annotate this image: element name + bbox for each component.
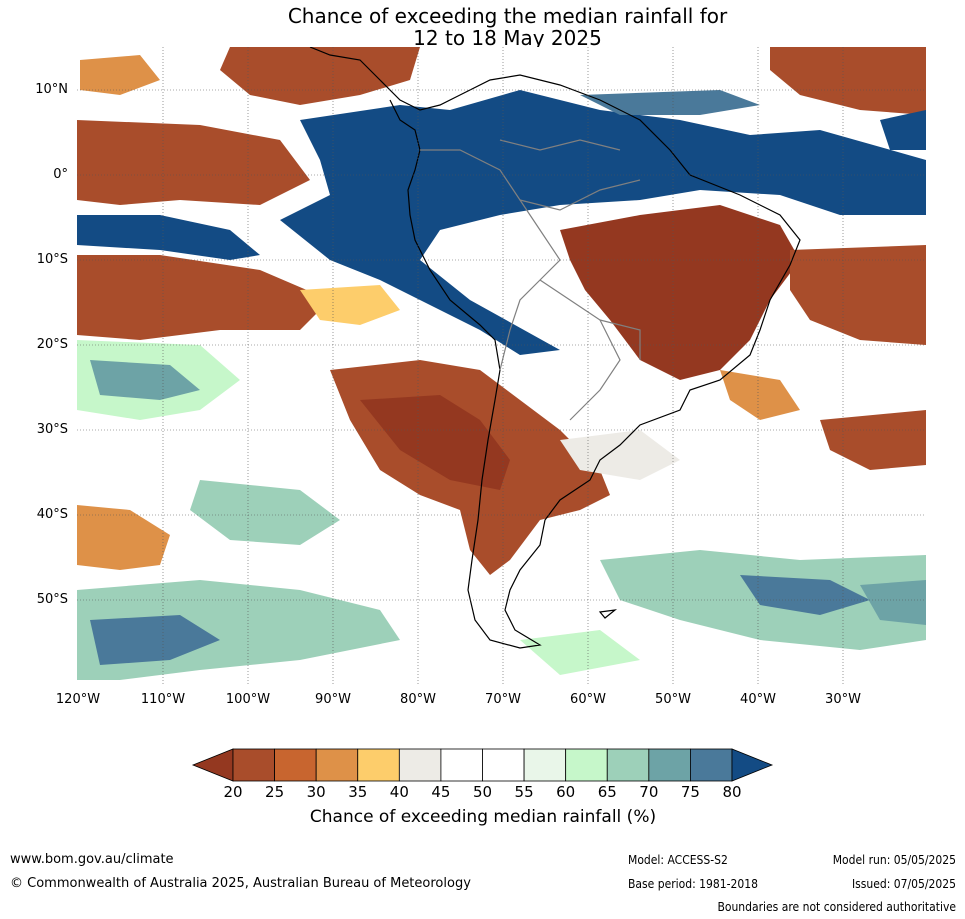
colorbar-segment: [565, 748, 608, 782]
colorbar-tick-label: 40: [389, 783, 409, 801]
coastline: [309, 47, 801, 649]
colorbar-segment: [274, 748, 317, 782]
longitude-label: 110°W: [140, 692, 186, 707]
colorbar-tick-label: 25: [265, 783, 285, 801]
colorbar-segment: [315, 748, 359, 782]
longitude-label: 50°W: [655, 692, 691, 707]
issued-date: Issued: 07/05/2025: [851, 877, 956, 891]
colorbar-segment: [357, 748, 400, 782]
longitude-label: 80°W: [400, 692, 436, 707]
colorbar-tick-label: 75: [680, 783, 700, 801]
colorbar-tick-label: 50: [472, 783, 493, 801]
colorbar-label: Chance of exceeding median rainfall (%): [309, 807, 657, 827]
colorbar-segment: [440, 748, 483, 782]
colorbar-tick-label: 80: [722, 783, 742, 801]
colorbar-tick-label: 70: [639, 783, 659, 801]
website-link[interactable]: www.bom.gov.au/climate: [10, 852, 174, 867]
base-period: Base period: 1981-2018: [628, 877, 759, 891]
colorbar-tick-label: 45: [431, 783, 451, 801]
colorbar-tick-label: 35: [348, 783, 368, 801]
longitude-label: 60°W: [570, 692, 606, 707]
colorbar-segment: [690, 748, 733, 782]
model-name: Model: ACCESS-S2: [628, 853, 728, 867]
map-title-line-1: Chance of exceeding the median rainfall …: [287, 4, 728, 28]
longitude-label: 90°W: [315, 692, 351, 707]
colorbar-tick-label: 60: [556, 783, 576, 801]
colorbar: [191, 748, 774, 782]
colorbar-segment: [232, 748, 275, 782]
latitude-label: 50°S: [36, 592, 68, 607]
colorbar-segment: [648, 748, 691, 782]
colorbar-segment: [523, 748, 567, 782]
latitude-label: 0°: [53, 167, 68, 182]
latitude-label: 10°N: [35, 82, 68, 97]
map-title-line-2: 12 to 18 May 2025: [413, 26, 602, 50]
colorbar-tick-label: 55: [514, 783, 534, 801]
country-borders: [420, 139, 641, 421]
latitude-label: 20°S: [36, 337, 68, 352]
colorbar-over-arrow: [731, 748, 774, 782]
graticule: [77, 47, 926, 685]
colorbar-tick-label: 30: [306, 783, 326, 801]
model-run-date: Model run: 05/05/2025: [832, 853, 956, 867]
colorbar-segment: [606, 748, 650, 782]
colorbar-segment: [482, 748, 525, 782]
colorbar-tick-label: 20: [223, 783, 243, 801]
longitude-label: 30°W: [825, 692, 861, 707]
colorbar-segment: [398, 748, 442, 782]
longitude-label: 100°W: [225, 692, 271, 707]
probability-field: [77, 47, 926, 685]
longitude-label: 70°W: [485, 692, 521, 707]
colorbar-tick-label: 65: [597, 783, 617, 801]
boundaries-disclaimer: Boundaries are not considered authoritat…: [717, 900, 956, 914]
colorbar-under-arrow: [191, 748, 234, 782]
longitude-label: 120°W: [55, 692, 101, 707]
latitude-label: 10°S: [36, 252, 68, 267]
latitude-label: 40°S: [36, 507, 68, 522]
copyright-text: © Commonwealth of Australia 2025, Austra…: [10, 876, 471, 891]
latitude-label: 30°S: [36, 422, 68, 437]
longitude-label: 40°W: [740, 692, 776, 707]
